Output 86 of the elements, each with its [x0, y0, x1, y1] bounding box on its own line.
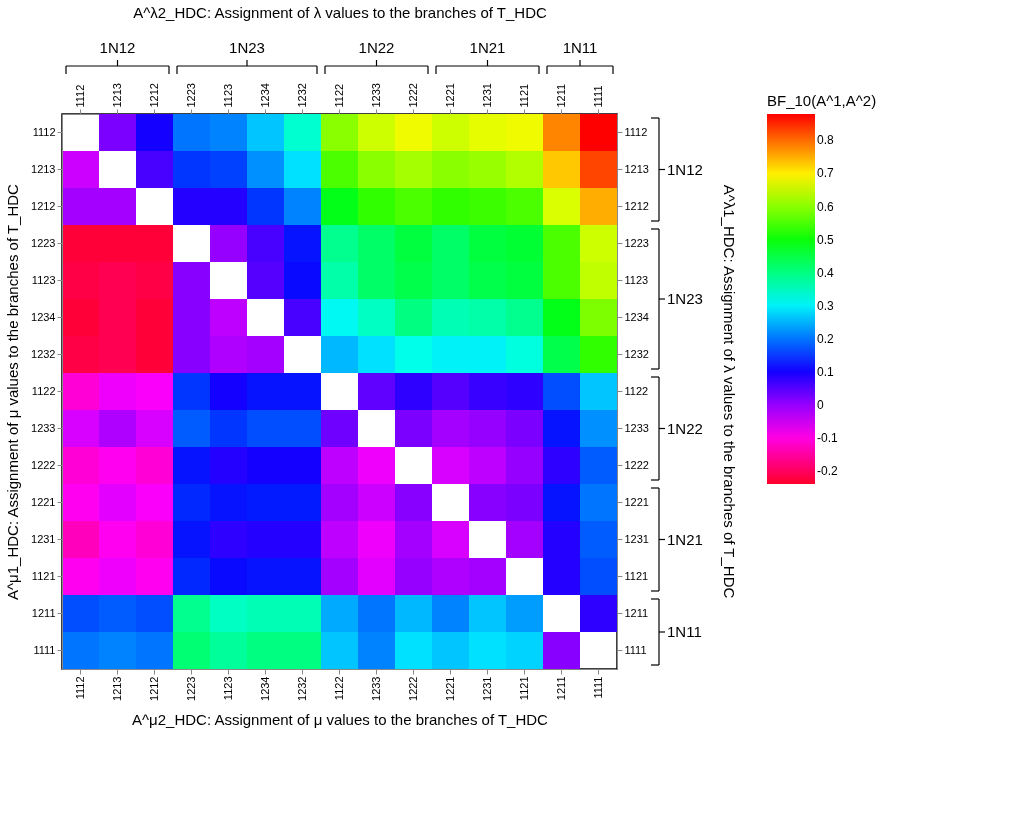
y-tick-label: 1233: [31, 421, 56, 434]
y-tick-label: 1121: [31, 569, 56, 582]
color-bar-label: 0.5: [817, 232, 835, 247]
color-bar-label: 0.6: [817, 199, 835, 214]
category-label: 1223: [184, 676, 197, 701]
x-tick-label: 1234: [258, 83, 271, 108]
color-bar-label: 0.3: [817, 298, 835, 313]
y2-tick-label: 1212: [624, 199, 649, 212]
y2-tick-label: 1122: [624, 384, 649, 397]
y-tick-label: 1234: [31, 310, 56, 323]
category-label: 1222: [406, 676, 419, 701]
category-label: 1231: [480, 676, 493, 701]
y2-tick-label: 1112: [624, 125, 648, 138]
category-label: 1213: [110, 676, 123, 701]
text: 1N22: [358, 39, 395, 56]
x-tick-label: 1223: [184, 83, 197, 108]
color-bar-title: BF_10(A^1,A^2): [767, 92, 877, 109]
x-axis-title: A^μ2_HDC: Assignment of μ values to the branches of T_HDC: [132, 710, 549, 728]
x2-axis-title: A^λ2_HDC: Assignment of λ values to the branches of T_HDC: [133, 4, 547, 22]
category-label: 1233: [369, 676, 382, 701]
x-tick-label: 1121: [517, 83, 530, 108]
y2-tick-label: 1234: [624, 310, 649, 323]
text: 1N11: [667, 623, 702, 640]
color-bar-label: 0: [817, 397, 824, 412]
x-tick-label: 1231: [480, 83, 493, 108]
category-label: 1221: [443, 676, 456, 701]
color-bar-label: 0.1: [817, 364, 835, 379]
category-label: 1111: [591, 676, 604, 699]
y2-tick-label: 1213: [624, 162, 649, 175]
y2-tick-label: 1232: [624, 347, 649, 360]
y-tick-label: 1212: [31, 199, 56, 212]
x-tick-label: 1221: [443, 83, 456, 108]
y-tick-label: 1231: [31, 532, 56, 545]
color-bar-label: 0.8: [817, 133, 835, 148]
text: 1N23: [667, 290, 703, 307]
y2-tick-label: 1111: [624, 643, 647, 656]
x-tick-label: 1211: [554, 83, 567, 108]
category-label: 1122: [332, 676, 345, 701]
y-tick-label: 1122: [31, 384, 56, 397]
category-label: 1211: [554, 676, 567, 701]
y-tick-label: 1112: [32, 125, 56, 138]
y2-tick-label: 1121: [624, 569, 649, 582]
text: 1N11: [562, 39, 598, 56]
y2-tick-label: 1222: [624, 458, 649, 471]
y-tick-label: 1221: [31, 495, 56, 508]
text: 1N22: [667, 419, 703, 437]
text: 1N12: [667, 160, 703, 178]
text: 1N21: [469, 39, 506, 56]
color-bar-label: 0.4: [817, 265, 835, 280]
y-tick-label: 1213: [31, 162, 56, 175]
x-tick-label: 1232: [295, 83, 308, 108]
category-label: 1112: [73, 676, 86, 700]
y-tick-label: 1232: [31, 347, 56, 360]
y2-tick-label: 1211: [624, 606, 649, 619]
y2-tick-label: 1233: [624, 421, 649, 434]
color-bar-label: 0.2: [817, 331, 835, 346]
category-label: 1232: [295, 676, 308, 701]
y-tick-label: 1222: [31, 458, 56, 471]
category-label: 1121: [517, 676, 530, 701]
color-bar-label: -0.2: [817, 463, 838, 478]
y-tick-label: 1111: [33, 643, 56, 656]
y2-tick-label: 1123: [624, 273, 649, 286]
y-tick-label: 1223: [31, 236, 56, 249]
x-tick-label: 1111: [591, 85, 604, 108]
x-tick-label: 1213: [110, 83, 123, 108]
x-tick-label: 1112: [73, 84, 86, 108]
text: 1N12: [99, 39, 136, 56]
category-label: 1212: [147, 676, 160, 701]
category-label: 1123: [221, 676, 234, 701]
y-axis-title: A^μ1_HDC: Assignment of μ values to the branches of T_HDC: [4, 183, 22, 600]
y2-tick-label: 1231: [624, 532, 649, 545]
x-tick-label: 1123: [221, 83, 234, 108]
y-tick-label: 1211: [31, 606, 56, 619]
category-label: 1234: [258, 676, 271, 701]
color-bar-label: 0.7: [817, 166, 835, 181]
text: A^λ1_HDC: Assignment of λ values to the branches of T_HDC: [721, 184, 738, 599]
text: 1N23: [229, 39, 265, 56]
x-tick-label: 1212: [147, 83, 160, 108]
color-bar-label: -0.1: [817, 430, 838, 445]
y2-tick-label: 1223: [624, 236, 649, 249]
x-tick-label: 1122: [332, 83, 345, 108]
text: 1N21: [667, 530, 703, 548]
y2-tick-label: 1221: [624, 495, 649, 508]
y-tick-label: 1123: [31, 273, 56, 286]
x-tick-label: 1233: [369, 83, 382, 108]
x-tick-label: 1222: [406, 83, 419, 108]
